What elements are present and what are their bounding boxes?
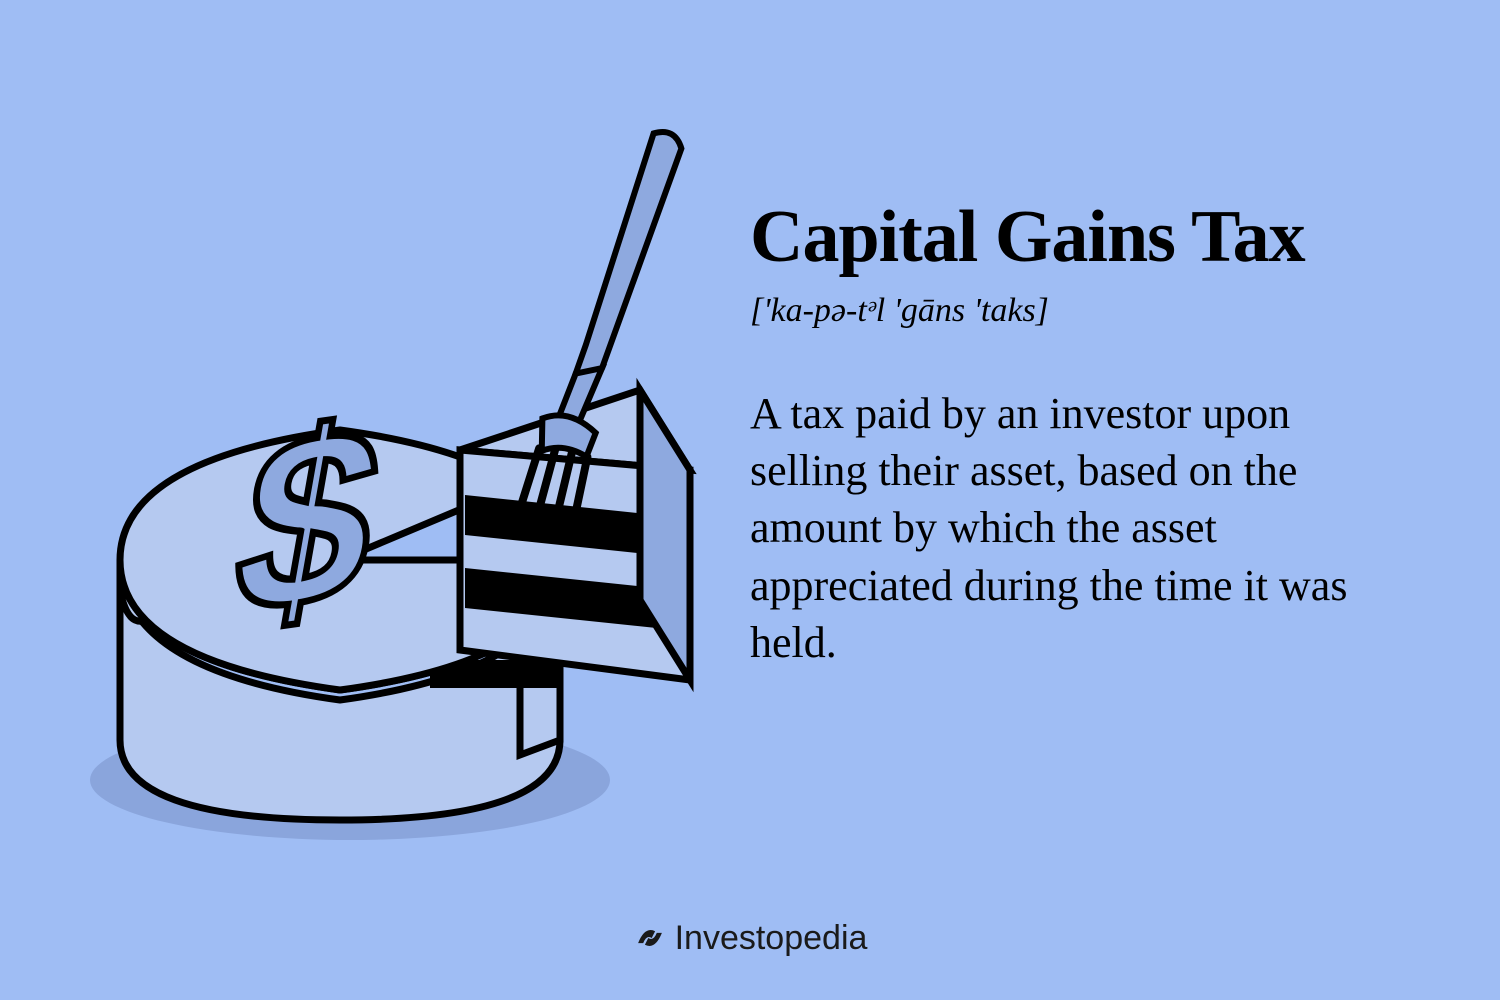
brand-footer: Investopedia: [0, 919, 1500, 961]
term-pronunciation: ['ka-pə-tᵊl 'gāns 'taks]: [750, 292, 1410, 330]
fork-handle: [575, 124, 684, 388]
brand-name: Investopedia: [675, 919, 868, 958]
term-title: Capital Gains Tax: [750, 195, 1410, 280]
infographic-canvas: $: [0, 0, 1500, 1000]
cake-illustration: $: [80, 100, 720, 860]
term-definition: A tax paid by an investor upon selling t…: [750, 385, 1410, 671]
investopedia-logo-icon: [633, 921, 667, 955]
definition-block: Capital Gains Tax ['ka-pə-tᵊl 'gāns 'tak…: [750, 195, 1410, 671]
cake-svg: $: [80, 100, 720, 860]
brand-inner: Investopedia: [633, 919, 868, 958]
